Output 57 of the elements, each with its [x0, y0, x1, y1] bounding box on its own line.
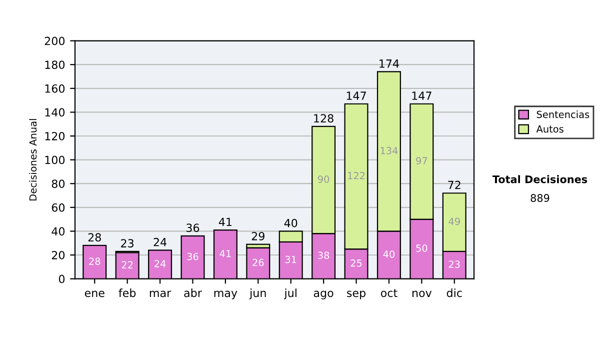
- y-tick-label: 100: [45, 156, 65, 164]
- total-label: 29: [252, 232, 264, 240]
- data-label: 36: [187, 252, 198, 260]
- legend-label: Sentencias: [536, 110, 590, 118]
- x-tick-label: dic: [446, 288, 462, 298]
- data-label: 38: [318, 252, 330, 260]
- data-label: 22: [122, 261, 133, 268]
- x-tick-label: jun: [249, 288, 266, 300]
- total-label: 40: [284, 218, 298, 228]
- total-label: 41: [218, 218, 232, 226]
- data-label: 122: [348, 172, 365, 180]
- y-tick-label: 180: [45, 60, 65, 69]
- data-label: 26: [252, 258, 264, 266]
- x-tick-label: abr: [184, 288, 202, 298]
- total-label: 72: [448, 180, 460, 190]
- x-tick-label: feb: [118, 288, 136, 298]
- text: Total Decisiones: [492, 175, 588, 184]
- y-axis-title: Decisiones Anual: [29, 119, 37, 200]
- total-label: 147: [346, 92, 366, 100]
- data-label: 134: [380, 146, 398, 154]
- y-tick-label: 140: [45, 108, 65, 117]
- total-label: 23: [121, 239, 134, 248]
- x-tick-label: oct: [380, 289, 398, 298]
- y-tick-label: 60: [52, 203, 65, 212]
- data-label: 31: [285, 256, 296, 264]
- total-label: 24: [154, 238, 166, 246]
- total-label: 128: [314, 114, 334, 123]
- y-tick-label: 120: [45, 132, 65, 140]
- total-label: 28: [88, 233, 101, 242]
- data-label: 90: [318, 175, 330, 183]
- x-tick-label: ago: [314, 290, 334, 300]
- data-label: 23: [448, 260, 460, 268]
- y-tick-label: 0: [58, 274, 65, 284]
- data-label: 50: [416, 244, 428, 252]
- x-tick-label: jul: [284, 288, 296, 300]
- total-label: 36: [186, 224, 200, 232]
- total-label: 174: [380, 60, 399, 68]
- data-label: 49: [448, 218, 460, 226]
- legend-label: Autos: [536, 125, 564, 133]
- text: 889: [530, 194, 550, 202]
- x-tick-label: may: [214, 290, 238, 300]
- x-tick-label: nov: [412, 290, 432, 298]
- data-label: 28: [89, 258, 100, 265]
- data-label: 40: [383, 250, 395, 258]
- y-tick-label: 80: [52, 180, 65, 188]
- y-tick-label: 40: [52, 227, 65, 236]
- x-tick-label: mar: [150, 290, 172, 298]
- data-label: 25: [350, 259, 362, 267]
- data-label: 41: [220, 250, 231, 258]
- data-label: 24: [154, 260, 166, 268]
- y-tick-label: 160: [45, 84, 65, 93]
- y-tick-label: 20: [52, 250, 65, 260]
- data-label: 97: [416, 157, 428, 164]
- total-label: 147: [412, 92, 432, 100]
- x-tick-label: sep: [347, 290, 366, 300]
- y-tick-label: 200: [44, 36, 65, 46]
- x-tick-label: ene: [84, 290, 104, 298]
